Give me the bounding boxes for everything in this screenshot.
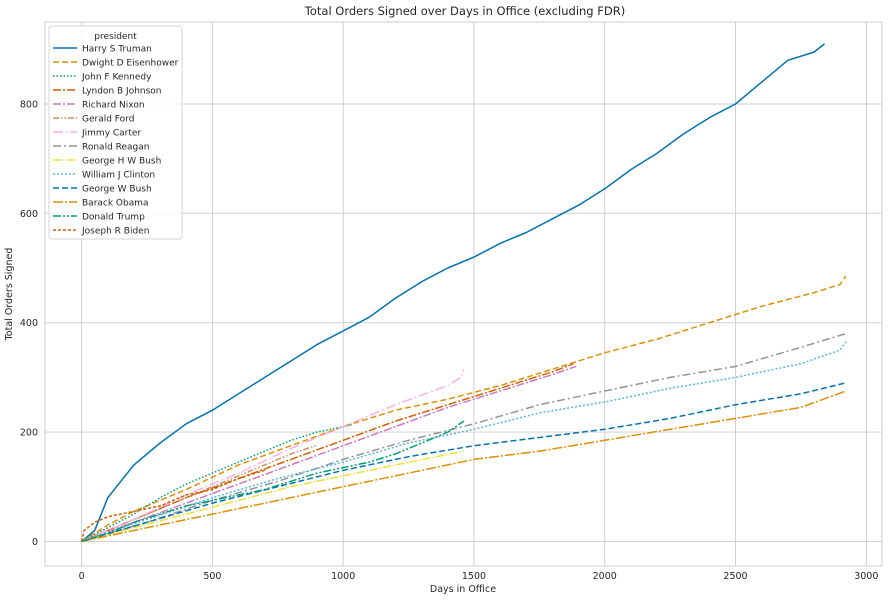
legend-label: John F Kennedy bbox=[81, 72, 152, 82]
legend: president Harry S Truman Dwight D Eisenho… bbox=[48, 25, 183, 240]
legend-label: Jimmy Carter bbox=[81, 128, 141, 138]
x-tick-label: 2000 bbox=[593, 571, 617, 582]
legend-label: William J Clinton bbox=[82, 170, 155, 180]
series-line bbox=[81, 450, 464, 543]
x-axis-label: Days in Office bbox=[430, 584, 496, 595]
legend-label: Richard Nixon bbox=[82, 100, 145, 110]
x-tick-label: 1000 bbox=[331, 571, 355, 582]
series-line bbox=[81, 332, 847, 543]
plot-area bbox=[44, 21, 883, 567]
x-tick-label: 3000 bbox=[854, 571, 878, 582]
legend-label: Barack Obama bbox=[82, 198, 149, 208]
legend-label: Harry S Truman bbox=[82, 44, 152, 54]
y-tick-label: 600 bbox=[20, 209, 38, 220]
y-axis-label: Total Orders Signed bbox=[4, 248, 15, 342]
chart-title: Total Orders Signed over Days in Office … bbox=[304, 4, 625, 18]
x-tick-label: 500 bbox=[203, 571, 221, 582]
legend-label: Ronald Reagan bbox=[82, 142, 149, 152]
series-line bbox=[81, 368, 465, 543]
x-tick-label: 1500 bbox=[462, 571, 486, 582]
legend-title: president bbox=[94, 32, 137, 42]
legend-label: Lyndon B Johnson bbox=[82, 86, 162, 96]
x-tick-label: 0 bbox=[79, 571, 85, 582]
plot-frame bbox=[44, 21, 883, 567]
grid-lines bbox=[45, 22, 882, 566]
y-tick-label: 400 bbox=[20, 318, 38, 329]
legend-label: George H W Bush bbox=[82, 156, 161, 166]
series-line bbox=[81, 390, 847, 543]
series-line bbox=[81, 341, 847, 543]
series-line bbox=[81, 43, 825, 542]
legend-label: Joseph R Biden bbox=[81, 226, 149, 236]
legend-label: Gerald Ford bbox=[82, 114, 134, 124]
legend-label: Dwight D Eisenhower bbox=[82, 58, 179, 68]
series-line bbox=[81, 420, 465, 543]
series-line bbox=[81, 365, 577, 543]
y-axis-ticks: 0 200 400 600 800 bbox=[20, 100, 38, 548]
series-line bbox=[81, 275, 847, 543]
legend-box bbox=[48, 25, 183, 240]
y-tick-label: 800 bbox=[20, 100, 38, 111]
series-line bbox=[81, 423, 353, 543]
legend-label: Donald Trump bbox=[82, 212, 145, 222]
x-axis-ticks: 0 500 1000 1500 2000 2500 3000 bbox=[79, 571, 879, 582]
legend-label: George W Bush bbox=[82, 184, 152, 194]
legend-items: Harry S Truman Dwight D Eisenhower John F … bbox=[53, 44, 179, 236]
x-tick-label: 2500 bbox=[723, 571, 747, 582]
series-line bbox=[81, 382, 847, 543]
series-line bbox=[80, 469, 265, 542]
series-lines bbox=[80, 43, 847, 543]
y-tick-label: 0 bbox=[32, 537, 38, 548]
plot-background bbox=[45, 22, 882, 566]
y-tick-label: 200 bbox=[20, 428, 38, 439]
